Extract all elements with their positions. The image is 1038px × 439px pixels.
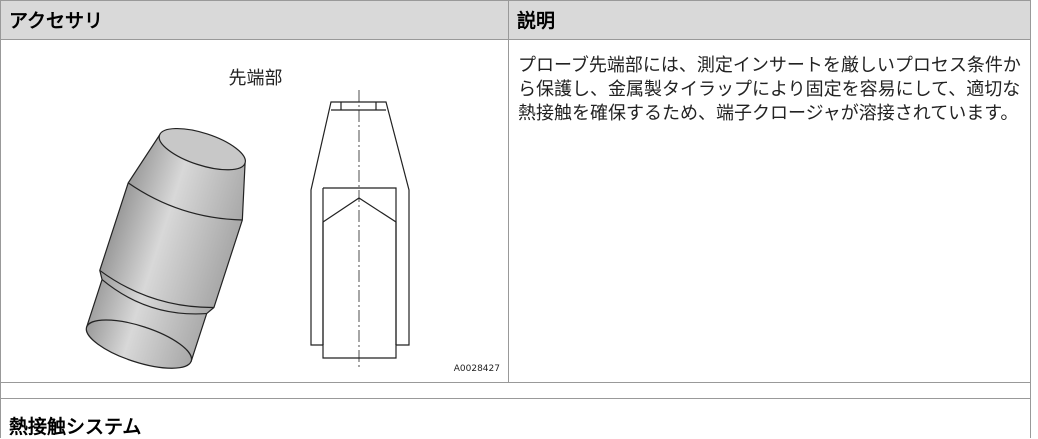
tip-drawing [310,90,410,370]
tip-3d [85,127,246,369]
figure-cell: 先端部 A0028427 [0,39,509,383]
figure-code: A0028427 [453,364,500,374]
description: プローブ先端部には、測定インサートを厳しいプロセス条件から保護し、金属製タイラッ… [518,55,1021,124]
figure [85,90,410,370]
column-header: 説明 [508,0,1031,40]
description-cell: プローブ先端部には、測定インサートを厳しいプロセス条件から保護し、金属製タイラッ… [508,39,1031,383]
section-title: 熱接触システム [0,398,1031,438]
spacer-row [0,382,1031,399]
accessory-name: 先端部 [228,68,283,89]
column-header: アクセサリ [0,0,509,40]
